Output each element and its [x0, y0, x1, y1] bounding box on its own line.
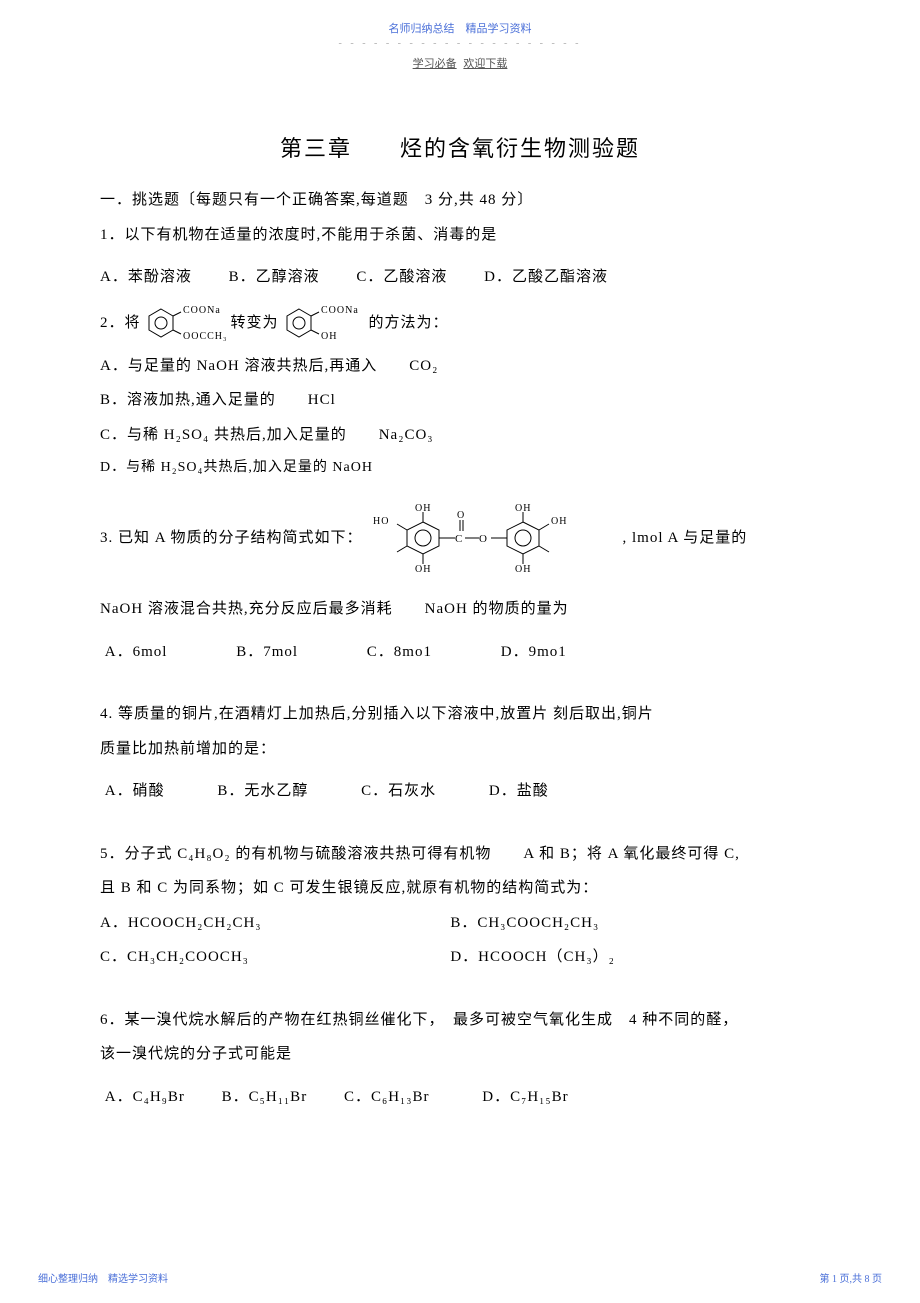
footer-left: 细心整理归纳 精选学习资料 — [38, 1270, 168, 1285]
section-heading: 一．挑选题〔每题只有一个正确答案,每道题 3 分,共 48 分〕 — [100, 183, 820, 218]
q5-optC: C．CH₃CH₂COOCH₃ — [100, 940, 446, 975]
q5-row1: A．HCOOCH₂CH₂CH₃ B．CH₃COOCH₂CH₃ — [100, 906, 820, 941]
q3-optA: A．6mol — [105, 644, 168, 660]
q6-options: A．C₄H₉Br B．C₅H₁₁Br C．C₆H₁₃Br D．C₇H₁₅Br — [100, 1080, 820, 1115]
q1-stem: 1．以下有机物在适量的浓度时,不能用于杀菌、消毒的是 — [100, 218, 820, 253]
svg-text:OOCCH₃: OOCCH₃ — [183, 331, 228, 342]
q5-optA: A．HCOOCH₂CH₂CH₃ — [100, 906, 446, 941]
q2-structure-2: COONa OH — [279, 299, 369, 349]
q1-optA: A．苯酚溶液 — [100, 269, 192, 285]
svg-text:C: C — [455, 533, 463, 545]
q4-optC: C．石灰水 — [361, 783, 436, 799]
q6-stem1: 6．某一溴代烷水解后的产物在红热铜丝催化下， 最多可被空气氧化生成 4 种不同的… — [100, 1003, 820, 1038]
q2-optC: C．与稀 H₂SO₄ 共热后,加入足量的 Na₂CO₃ — [100, 418, 820, 453]
q6-optC: C．C₆H₁₃Br — [344, 1089, 430, 1105]
q3-options: A．6mol B．7mol C．8mo1 D．9mo1 — [100, 635, 820, 670]
q3-line2: NaOH 溶液混合共热,充分反应后最多消耗 NaOH 的物质的量为 — [100, 592, 820, 627]
header-sub-left: 学习必备 — [413, 58, 457, 70]
svg-text:OH: OH — [551, 516, 567, 527]
chapter-title: 第三章 烃的含氧衍生物测验题 — [100, 131, 820, 163]
svg-text:OH: OH — [415, 503, 431, 514]
header-top-label: 名师归纳总结 精品学习资料 — [100, 20, 820, 36]
q2-optA: A．与足量的 NaOH 溶液共热后,再通入 CO₂ — [100, 349, 820, 384]
q1-optD: D．乙酸乙酯溶液 — [484, 269, 608, 285]
svg-text:HO: HO — [373, 516, 389, 527]
q1-optB: B．乙醇溶液 — [229, 269, 320, 285]
header-sub: 学习必备 欢迎下载 — [100, 55, 820, 71]
q2-stem-row: 2．将 COONa OOCCH₃ 转变为 COONa OH 的方法为： — [100, 299, 820, 349]
q5-optD: D．HCOOCH（CH₃）₂ — [450, 940, 796, 975]
q3-prefix: 3. 已知 A 物质的分子结构简式如下： — [100, 521, 363, 556]
q3-optC: C．8mo1 — [367, 644, 432, 660]
q2-prefix: 2．将 — [100, 306, 141, 341]
svg-text:COONa: COONa — [321, 305, 359, 316]
page: 名师归纳总结 精品学习资料 - - - - - - - - - - - - - … — [0, 0, 920, 1303]
footer-right: 第 1 页,共 8 页 — [820, 1270, 883, 1285]
q2-suffix: 的方法为： — [369, 306, 449, 341]
q4-stem1: 4. 等质量的铜片,在酒精灯上加热后,分别插入以下溶液中,放置片 刻后取出,铜片 — [100, 697, 820, 732]
q5-optB: B．CH₃COOCH₂CH₃ — [450, 906, 796, 941]
q5-stem2: 且 B 和 C 为同系物；如 C 可发生银镜反应,就原有机物的结构简式为： — [100, 871, 820, 906]
q3-structure: OH HO OH C O O OH OH OH — [363, 502, 623, 574]
q2-optD: D．与稀 H₂SO₄共热后,加入足量的 NaOH — [100, 452, 820, 484]
svg-text:COONa: COONa — [183, 305, 221, 316]
svg-text:OH: OH — [515, 564, 531, 574]
q4-optB: B．无水乙醇 — [217, 783, 308, 799]
q6-optD: D．C₇H₁₅Br — [482, 1089, 568, 1105]
q6-optB: B．C₅H₁₁Br — [222, 1089, 308, 1105]
q4-stem2: 质量比加热前增加的是： — [100, 732, 820, 767]
q6-stem2: 该一溴代烷的分子式可能是 — [100, 1037, 820, 1072]
q3-stem-row: 3. 已知 A 物质的分子结构简式如下： OH HO OH C O O OH O… — [100, 502, 820, 574]
svg-text:O: O — [479, 533, 488, 545]
q1-optC: C．乙酸溶液 — [356, 269, 447, 285]
q6-optA: A．C₄H₉Br — [105, 1089, 185, 1105]
q3-optB: B．7mol — [236, 644, 298, 660]
q1-options: A．苯酚溶液 B．乙醇溶液 C．乙酸溶液 D．乙酸乙酯溶液 — [100, 260, 820, 295]
q2-mid: 转变为 — [231, 306, 279, 341]
svg-text:OH: OH — [415, 564, 431, 574]
q3-suffix: , lmol A 与足量的 — [623, 521, 748, 556]
svg-text:O: O — [457, 510, 465, 521]
q4-optA: A．硝酸 — [105, 783, 165, 799]
q5-stem1: 5．分子式 C₄H₈O₂ 的有机物与硫酸溶液共热可得有机物 A 和 B；将 A … — [100, 837, 820, 872]
svg-text:OH: OH — [515, 503, 531, 514]
q5-row2: C．CH₃CH₂COOCH₃ D．HCOOCH（CH₃）₂ — [100, 940, 820, 975]
q4-options: A．硝酸 B．无水乙醇 C．石灰水 D．盐酸 — [100, 774, 820, 809]
svg-text:OH: OH — [321, 331, 337, 342]
q3-optD: D．9mo1 — [501, 644, 567, 660]
q4-optD: D．盐酸 — [489, 783, 549, 799]
header-sub-right: 欢迎下载 — [463, 58, 507, 70]
q2-structure-1: COONa OOCCH₃ — [141, 299, 231, 349]
q2-optB: B．溶液加热,通入足量的 HCl — [100, 383, 820, 418]
header-dashes: - - - - - - - - - - - - - - - - - - - - … — [100, 38, 820, 49]
